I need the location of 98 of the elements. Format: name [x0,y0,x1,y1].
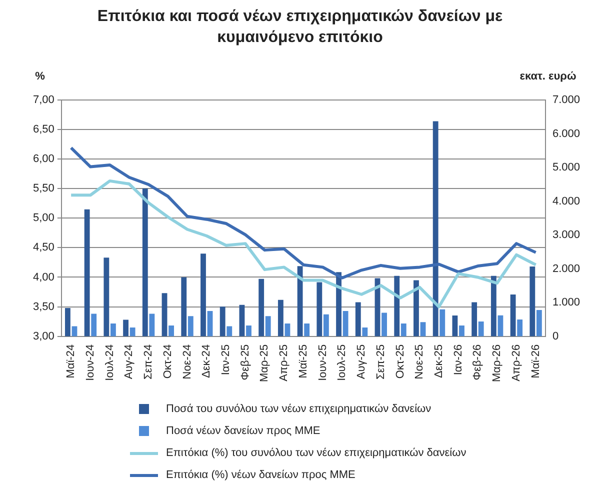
x-tick-label: Αυγ-25 [356,344,368,380]
y2-tick-label: 2.000 [552,262,580,275]
bar [490,276,496,336]
x-tick-label: Μαϊ-26 [530,344,542,378]
x-tick-label: Μαϊ-25 [297,344,310,378]
bar [432,121,438,336]
bar [104,258,110,336]
bar [382,312,387,336]
bar [91,314,97,336]
x-tick-label: Δεκ-25 [433,344,446,378]
bar [420,322,426,336]
bar [72,326,78,336]
bar [336,272,342,336]
y2-tick-label: 1.000 [552,296,580,309]
bar [168,326,174,336]
bar [323,314,329,336]
bar [149,314,155,336]
legend-label: Επιτόκια (%) του συνόλου των νέων επιχειρηματικών δανείων [166,447,466,459]
bar [207,311,213,336]
bar [530,266,536,336]
bar [200,254,206,336]
x-tick-label: Απρ-25 [278,344,290,382]
x-tick-label: Φεβ-26 [472,344,484,380]
x-tick-label: Νοε-25 [414,344,426,380]
bar [304,323,310,336]
bar [123,320,128,336]
bar [316,282,322,336]
bar [239,304,245,336]
bar [394,276,400,336]
bar [220,306,226,336]
bar [130,328,136,336]
bar [110,323,116,336]
x-tick-label: Ιουλ-25 [336,344,348,381]
y-tick-label: 6,00 [32,153,54,166]
x-tick-label: Οκτ-25 [394,344,406,379]
bar [297,266,303,336]
x-tick-label: Δεκ-24 [200,344,213,378]
y-axis-title: % [35,70,46,83]
legend-label: Επιτόκια (%) νέων δανείων προς ΜΜΕ [166,469,356,481]
y2-axis-title: εκατ. ευρώ [520,70,576,83]
x-tick-label: Σεπ-24 [142,344,155,380]
bar [278,300,284,336]
bar [342,311,348,336]
bar [510,294,516,336]
y-tick-label: 4,50 [32,242,54,254]
y-tick-label: 5,50 [32,182,54,195]
x-tick-label: Ιουν-24 [84,344,96,381]
y2-tick-label: 5.000 [552,162,580,174]
y2-tick-label: 3.000 [552,229,580,242]
x-tick-label: Ιουν-25 [316,344,329,381]
y2-tick-label: 0 [552,330,559,342]
x-tick-label: Μαρ-26 [491,344,504,382]
x-tick-label: Απρ-26 [510,344,522,382]
bar [362,328,368,336]
y-tick-label: 4,00 [32,271,54,284]
y-tick-label: 6,50 [32,124,54,136]
bar [162,293,168,336]
x-tick-label: Αυγ-24 [123,344,136,380]
bar [64,308,70,336]
x-tick-label: Φεβ-25 [239,344,252,380]
bar [84,209,90,336]
x-tick-label: Ιαν-25 [220,344,232,376]
y-tick-label: 3,50 [32,300,54,313]
bar [498,315,504,336]
bar [452,316,458,336]
bar [459,326,464,336]
bar [355,302,361,336]
bar [400,323,406,336]
y-tick-label: 7,00 [32,94,54,106]
y2-tick-label: 4.000 [552,195,580,208]
y2-tick-label: 6.000 [552,128,580,140]
x-tick-label: Ιουλ-24 [104,344,116,381]
bar [478,321,484,336]
bar [440,309,446,336]
bar [246,326,252,336]
y-tick-label: 5,00 [32,212,54,224]
bar [536,310,542,336]
y2-tick-label: 7.000 [552,94,580,106]
x-tick-label: Μαρ-25 [258,344,271,382]
y-tick-label: 3,00 [32,330,54,342]
bar [517,319,523,336]
bar [284,323,290,336]
x-tick-label: Σεπ-25 [374,344,387,380]
bar [188,316,194,336]
x-tick-label: Οκτ-24 [162,344,174,379]
bar [142,188,148,336]
bar [258,278,264,336]
legend-label: Ποσά νέων δανείων προς ΜΜΕ [166,425,320,437]
bar [181,277,187,336]
x-tick-label: Νοε-24 [181,344,194,380]
x-tick-label: Μαϊ-24 [65,344,78,378]
bar [472,302,478,336]
chart-title: Επιτόκια και ποσά νέων επιχειρηματικών δανείων με κυμαινόμενο επιτόκιο [96,7,504,48]
x-tick-label: Ιαν-26 [452,344,464,376]
legend-label: Ποσά του συνόλου των νέων επιχειρηματικών δανείων [166,403,432,415]
bar [414,280,419,336]
bar [265,316,271,336]
bar [226,326,232,336]
